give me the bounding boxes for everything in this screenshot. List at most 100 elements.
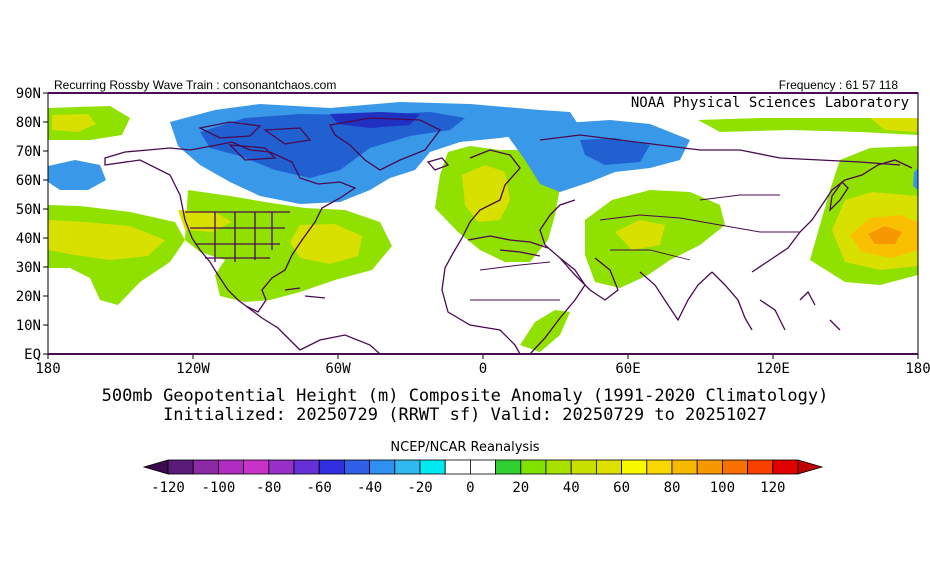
colorbar-swatch [469,459,496,475]
colorbar-tick-label: -80 [256,480,281,496]
colorbar-swatch [621,459,648,475]
colorbar-swatch [722,459,749,475]
coastline-north-america [104,141,357,313]
header-left-text: Recurring Rossby Wave Train : consonantc… [54,78,337,92]
anomaly-fields [48,102,918,354]
colorbar-tick-label: 40 [563,480,580,496]
coastline-philippines [799,290,841,331]
anomaly-region [330,112,420,128]
colorbar-swatch [646,459,673,475]
us-state-borders [185,211,290,262]
coastline-japan [829,180,849,212]
colorbar-tick-label: 120 [760,480,785,496]
colorbar-tick-label: -20 [407,480,432,496]
colorbar: -120 -100 -80 -60 -40 -20 0 20 40 60 80 100 120 [142,459,824,496]
lat-tick-label: 70N [16,144,41,160]
colorbar-swatch [293,459,320,475]
map-title-line2: Initialized: 20250729 (RRWT sf) Valid: 2… [163,405,767,425]
credit-label: NOAA Physical Sciences Laboratory [627,95,912,111]
colorbar-swatch [696,459,723,475]
colorbar-tick-label: 20 [512,480,529,496]
anomaly-region [48,220,165,260]
lon-tick-label: 180 [905,361,930,377]
lat-tick-label: 80N [16,115,41,131]
colorbar-swatch [318,459,345,475]
colorbar-tick-label: -120 [151,480,185,496]
lon-tick-label: 60E [615,361,640,377]
colorbar-swatch [167,459,194,475]
colorbar-swatch [570,459,597,475]
colorbar-tick-label: -40 [357,480,382,496]
colorbar-swatch [192,459,219,475]
lat-tick-label: 50N [16,202,41,218]
colorbar-tick-label: -100 [202,480,236,496]
coastline-europe-africa [441,149,586,354]
coastline-arabia [559,257,619,301]
lat-tick-label: 60N [16,173,41,189]
colorbar-high-arrow [797,459,824,475]
colorbar-tick-label: -60 [307,480,332,496]
header-right-text: Frequency : 61 57 118 [778,78,898,92]
colorbar-swatch [545,459,572,475]
map-title-line1: 500mb Geopotential Height (m) Composite … [101,386,829,406]
lon-tick-label: 60W [325,361,351,377]
colorbar-swatch [747,459,774,475]
anomaly-region [178,210,232,232]
colorbar-swatch [217,459,244,475]
lat-tick-label: EQ [24,347,41,363]
lat-tick-label: 20N [16,289,41,305]
colorbar-swatch [772,459,799,475]
coastline-russia-arctic [539,134,901,166]
anomaly-region [185,190,392,302]
country-borders [470,194,800,301]
colorbar-title: NCEP/NCAR Reanalysis [390,440,540,455]
anomaly-region [698,118,918,135]
coastline-southeast-asia [711,271,786,331]
coastline-caribbean [284,287,326,299]
coastline-arctic-islands [198,121,312,161]
colorbar-swatch [268,459,295,475]
anomaly-region [52,114,96,132]
anomaly-region [200,112,465,178]
colorbar-swatch [495,459,522,475]
coastline-iceland [426,157,450,171]
lon-tick-label: 0 [479,361,487,377]
coastline-south-america [299,334,381,354]
colorbar-tick-label: 80 [664,480,681,496]
lat-tick-label: 40N [16,231,41,247]
longitude-axis: 180 120W 60W 0 60E 120E 180 [35,354,930,377]
colorbar-swatch [343,459,370,475]
colorbar-low-arrow [142,459,169,475]
anomaly-region [290,224,362,264]
colorbar-tick-label: 0 [466,480,474,496]
colorbar-swatch [520,459,547,475]
colorbar-swatch [394,459,421,475]
lat-tick-label: 10N [16,318,41,334]
anomaly-region [615,220,665,250]
colorbar-swatch [243,459,270,475]
anomaly-region [868,226,902,244]
coastline-india [639,271,713,322]
colorbar-swatch [369,459,396,475]
coastline-mediterranean [467,235,549,257]
anomaly-region [462,165,510,222]
lat-tick-label: 90N [16,86,41,102]
anomaly-region [580,138,650,165]
colorbar-tick-label: 100 [710,480,735,496]
colorbar-swatch [596,459,623,475]
latitude-axis: 90N 80N 70N 60N 50N 40N 30N 20N 10N EQ [16,86,48,363]
lon-tick-label: 180 [35,361,60,377]
colorbar-swatch [419,459,446,475]
coastline-greenland [329,117,441,171]
colorbar-swatch [444,459,471,475]
anomaly-region [48,160,106,190]
anomaly-region [913,168,918,190]
lon-tick-label: 120W [176,361,210,377]
colorbar-swatch [671,459,698,475]
lat-tick-label: 30N [16,260,41,276]
anomaly-region [870,118,918,132]
colorbar-tick-label: 60 [613,480,630,496]
coastlines [104,117,913,354]
lon-tick-label: 120E [756,361,790,377]
